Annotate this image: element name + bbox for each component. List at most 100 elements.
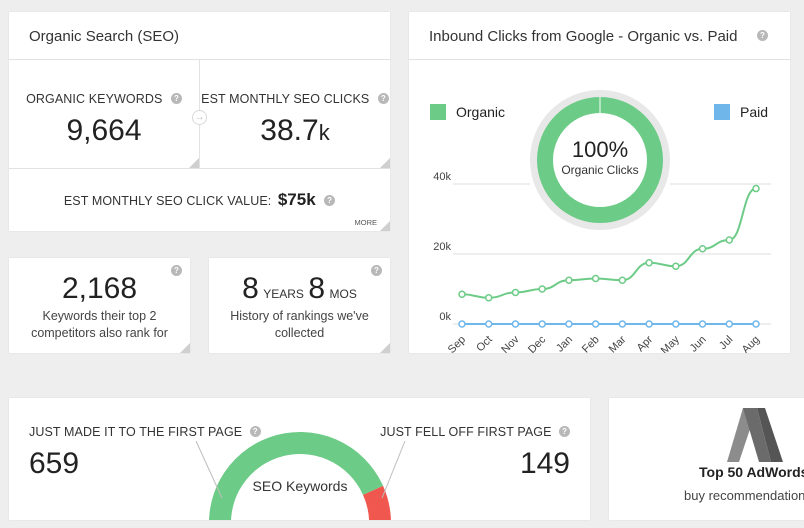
competitors-value: 2,168 — [61, 272, 138, 305]
history-years-value: 8 — [242, 272, 259, 305]
data-point — [645, 320, 653, 328]
data-point — [672, 320, 680, 328]
legend-paid-label: Paid — [740, 104, 768, 120]
data-point — [591, 320, 600, 328]
organic-keywords-value: 9,664 — [66, 114, 142, 147]
help-icon[interactable]: ? — [559, 426, 570, 438]
data-point — [538, 285, 546, 293]
history-desc-line: collected — [274, 326, 325, 340]
help-icon[interactable]: ? — [371, 265, 382, 276]
monthly-clicks-label: EST MONTHLY SEO CLICKS — [201, 92, 370, 106]
y-tick-label: 0k — [439, 311, 451, 323]
competitors-card[interactable]: ? 2,168 Keywords their top 2 competitors… — [9, 258, 190, 353]
corner-fold-icon — [180, 343, 190, 353]
help-icon[interactable]: ? — [757, 30, 768, 41]
inbound-card-title: Inbound Clicks from Google - Organic vs.… — [429, 28, 738, 45]
monthly-clicks-stat[interactable]: EST MONTHLY SEO CLICKS ? 38.7k — [200, 90, 390, 148]
adwords-logo-icon — [727, 408, 783, 462]
data-point — [725, 320, 734, 328]
leader-line — [195, 440, 223, 499]
x-tick-label: Aug — [740, 334, 762, 353]
legend-paid-swatch — [714, 104, 730, 120]
just-made-first-page-stat[interactable]: JUST MADE IT TO THE FIRST PAGE ? 659 — [29, 423, 261, 481]
donut-outer-ring — [530, 90, 670, 230]
help-icon[interactable]: ? — [171, 265, 182, 276]
data-point — [698, 320, 707, 328]
x-tick-label: Dec — [526, 333, 549, 353]
organic-keywords-label: ORGANIC KEYWORDS — [26, 92, 163, 106]
competitors-desc-line: Keywords their top 2 — [42, 309, 157, 323]
y-tick-label: 20k — [433, 241, 451, 253]
data-point — [565, 320, 573, 328]
data-point — [538, 320, 546, 328]
y-tick-label: 40k — [433, 171, 451, 183]
monthly-clicks-unit: k — [318, 120, 330, 145]
gauge-label: SEO Keywords — [252, 478, 348, 494]
data-point — [484, 294, 493, 302]
just-made-label: JUST MADE IT TO THE FIRST PAGE — [29, 425, 243, 439]
just-fell-off-stat[interactable]: JUST FELL OFF FIRST PAGE ? 149 — [380, 423, 570, 481]
data-point — [511, 288, 520, 297]
corner-fold-icon — [189, 158, 199, 168]
click-value-label: EST MONTHLY SEO CLICK VALUE: — [63, 194, 272, 208]
organic-keywords-stat[interactable]: ORGANIC KEYWORDS ? 9,664 — [9, 90, 199, 148]
gauge-made-segment — [209, 432, 384, 520]
inbound-clicks-chart: 0k 20k 40k Sep Oct Nov Dec Jan Feb Mar Apr May Jun Ju… — [430, 86, 771, 353]
help-icon[interactable]: ? — [377, 93, 389, 105]
donut-label: Organic Clicks — [561, 163, 638, 177]
data-point — [645, 259, 653, 267]
click-value: $75k — [277, 190, 316, 209]
seo-card-title: Organic Search (SEO) — [29, 28, 180, 45]
history-desc-line: History of rankings we've — [230, 309, 369, 323]
adwords-card[interactable]: Top 50 AdWords buy recommendations — [609, 398, 804, 520]
corner-fold-icon — [380, 158, 390, 168]
data-point — [752, 320, 760, 328]
data-point — [672, 262, 680, 270]
history-years-label: YEARS — [263, 287, 304, 301]
help-icon[interactable]: ? — [170, 93, 182, 105]
data-point — [752, 184, 760, 193]
x-tick-label: May — [659, 333, 683, 353]
seo-keywords-gauge — [195, 432, 406, 520]
x-tick-label: Sep — [446, 334, 468, 353]
x-tick-label: Feb — [580, 334, 602, 353]
first-page-card: JUST MADE IT TO THE FIRST PAGE ? 659 JUS… — [9, 398, 590, 520]
corner-fold-icon — [380, 221, 390, 231]
data-point — [458, 290, 466, 298]
just-fell-value: 149 — [519, 447, 570, 480]
x-tick-label: Jun — [688, 334, 709, 353]
divider — [9, 168, 390, 169]
x-tick-label: Oct — [474, 334, 495, 353]
click-value-stat[interactable]: EST MONTHLY SEO CLICK VALUE: $75k ? — [9, 190, 390, 210]
corner-fold-icon — [380, 343, 390, 353]
legend-organic-swatch — [430, 104, 446, 120]
data-point — [511, 320, 520, 328]
x-tick-label: Jul — [717, 334, 735, 352]
adwords-subtitle: buy recommendations — [684, 488, 804, 503]
data-point — [484, 320, 493, 328]
history-mos-value: 8 — [308, 272, 326, 305]
divider — [409, 59, 790, 60]
help-icon[interactable]: ? — [324, 195, 336, 207]
history-mos-label: MOS — [329, 287, 357, 301]
data-point — [565, 276, 573, 284]
data-point — [591, 274, 600, 283]
more-link[interactable]: MORE — [354, 218, 378, 227]
just-made-value: 659 — [29, 447, 80, 480]
history-desc: History of rankings we've collected — [209, 308, 390, 342]
seo-card: Organic Search (SEO) ORGANIC KEYWORDS ? … — [9, 12, 390, 231]
competitors-desc-line: competitors also rank for — [31, 326, 168, 340]
gauge-fell-segment — [362, 485, 391, 520]
data-point — [725, 236, 734, 244]
history-card[interactable]: ? 8 YEARS 8 MOS History of rankings we'v… — [209, 258, 390, 353]
leader-line — [381, 440, 406, 499]
x-tick-label: Mar — [607, 333, 629, 353]
adwords-title: Top 50 AdWords — [699, 464, 804, 480]
help-icon[interactable]: ? — [249, 426, 261, 438]
legend-organic-label: Organic — [456, 104, 505, 120]
monthly-clicks-value: 38.7 — [260, 114, 319, 147]
just-fell-label: JUST FELL OFF FIRST PAGE — [380, 425, 552, 439]
x-tick-label: Apr — [635, 333, 656, 353]
data-point — [458, 320, 466, 328]
donut-percent: 100% — [572, 137, 628, 162]
